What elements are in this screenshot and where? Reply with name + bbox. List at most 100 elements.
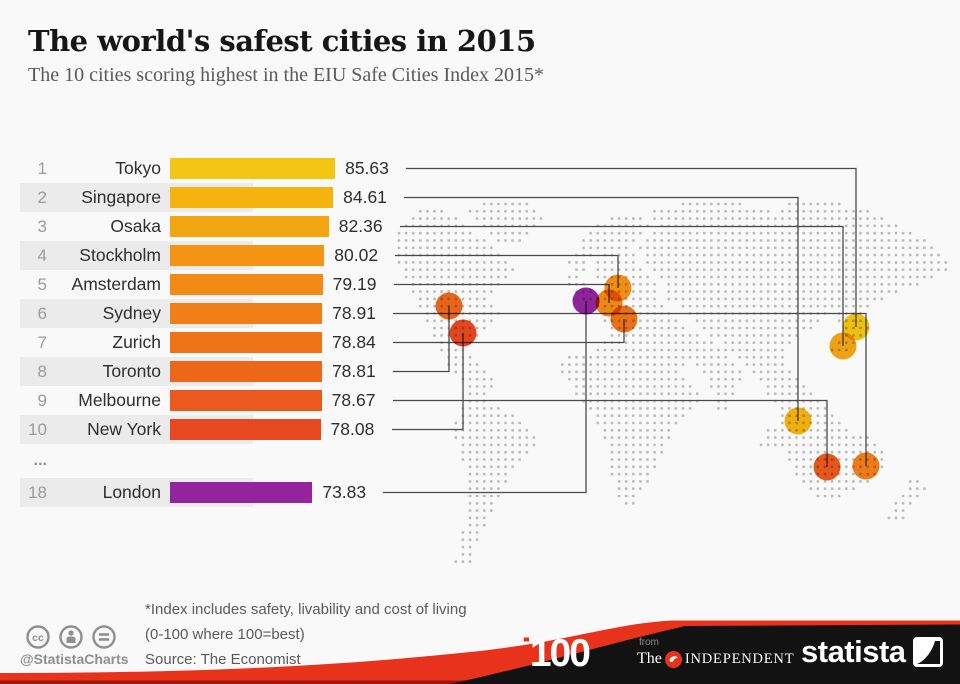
i100-logo-100: 100 xyxy=(529,632,591,675)
map-dot-osaka xyxy=(829,332,857,360)
i100-logo: i100 xyxy=(521,632,591,676)
rank-label: 10 xyxy=(28,420,47,439)
score-value: 79.19 xyxy=(332,274,377,294)
city-label: Toronto xyxy=(102,361,161,381)
score-bar xyxy=(170,390,322,411)
i100-logo-i: i xyxy=(521,632,532,675)
rank-label: 9 xyxy=(37,391,47,410)
statista-wordmark: statista xyxy=(801,634,906,669)
city-label: Sydney xyxy=(102,303,161,323)
score-bar xyxy=(170,158,336,179)
rank-label: 3 xyxy=(37,217,47,236)
city-label: London xyxy=(102,482,161,502)
page-subtitle: The 10 cities scoring highest in the EIU… xyxy=(28,64,545,86)
city-label: Zurich xyxy=(112,332,161,352)
footnote-index: *Index includes safety, livability and c… xyxy=(145,601,467,618)
connector-singapore xyxy=(404,196,799,421)
score-bar xyxy=(170,216,329,237)
rank-label: 4 xyxy=(37,246,47,265)
city-label: Tokyo xyxy=(115,158,161,178)
table-row-zurich: 7 Zurich 78.84 xyxy=(20,328,450,357)
score-value: 80.02 xyxy=(334,245,379,265)
score-value: 78.81 xyxy=(331,361,376,381)
city-label: New York xyxy=(87,419,161,439)
connector-london xyxy=(383,301,587,494)
statista-logo: statista xyxy=(801,634,943,670)
table-row-stockholm: 4 Stockholm 80.02 xyxy=(20,241,450,270)
connector-osaka xyxy=(400,225,844,346)
score-bar xyxy=(170,187,334,208)
table-row-singapore: 2 Singapore 84.61 xyxy=(20,183,450,212)
table-row-london: 18 London 73.83 xyxy=(20,478,450,507)
score-bar xyxy=(170,419,321,440)
table-row-osaka: 3 Osaka 82.36 xyxy=(20,212,450,241)
rank-label: 8 xyxy=(37,362,47,381)
rank-label: 7 xyxy=(37,333,47,352)
map-dot-london xyxy=(572,287,600,315)
rank-label: 1 xyxy=(37,159,47,178)
source-label: Source: The Economist xyxy=(145,651,301,668)
ellipsis-row: ... xyxy=(33,452,47,469)
independent-label: INDEPENDENT xyxy=(684,650,795,667)
statista-mark-icon xyxy=(912,637,943,667)
score-bar xyxy=(170,332,322,353)
independent-logo: from The INDEPENDENT xyxy=(637,637,794,668)
dark-red-strip xyxy=(0,680,470,684)
city-label: Osaka xyxy=(110,216,161,236)
score-value: 84.61 xyxy=(343,187,387,207)
map-dot-singapore xyxy=(784,407,812,435)
table-row-toronto: 8 Toronto 78.81 xyxy=(20,357,450,386)
city-label: Amsterdam xyxy=(71,274,161,294)
black-band xyxy=(450,624,960,684)
score-value: 82.36 xyxy=(338,216,383,236)
score-value: 85.63 xyxy=(345,158,389,178)
score-bar xyxy=(170,303,323,324)
connector-new-york xyxy=(392,333,464,431)
cc-license-badges: cc xyxy=(26,625,116,649)
table-row-sydney: 6 Sydney 78.91 xyxy=(20,299,450,328)
score-value: 78.08 xyxy=(330,419,375,439)
table-row-melbourne: 9 Melbourne 78.67 xyxy=(20,386,450,415)
score-value: 78.67 xyxy=(331,390,376,410)
cc-attribution-icon xyxy=(59,625,83,649)
independent-eagle-icon xyxy=(664,650,682,668)
score-bar xyxy=(170,274,323,295)
score-bar xyxy=(170,361,322,382)
table-row-new-york: 10 New York 78.08 xyxy=(20,415,450,444)
map-dot-sydney xyxy=(852,452,880,480)
footnote-scale: (0-100 where 100=best) xyxy=(145,626,305,643)
connector-sydney xyxy=(393,312,867,466)
page-title: The world's safest cities in 2015 xyxy=(28,24,536,58)
city-label: Stockholm xyxy=(79,245,161,265)
map-dot-zurich xyxy=(610,305,638,333)
score-bar xyxy=(170,482,313,503)
connector-melbourne xyxy=(393,399,828,467)
from-label: from xyxy=(639,637,659,648)
svg-text:cc: cc xyxy=(32,632,44,644)
map-dot-melbourne xyxy=(813,453,841,481)
score-bar xyxy=(170,245,325,266)
table-row-amsterdam: 5 Amsterdam 79.19 xyxy=(20,270,450,299)
map-dot-toronto xyxy=(435,292,463,320)
cc-icon: cc xyxy=(26,625,50,649)
map-dot-tokyo xyxy=(842,313,870,341)
rank-label: 2 xyxy=(37,188,47,207)
rank-label: 18 xyxy=(28,483,47,502)
city-dots xyxy=(435,274,880,481)
city-label: Singapore xyxy=(81,187,161,207)
score-value: 73.83 xyxy=(322,482,367,502)
connector-tokyo xyxy=(406,167,857,327)
the-label: The xyxy=(637,650,662,667)
city-label: Melbourne xyxy=(78,390,161,410)
cc-equal-icon xyxy=(92,625,116,649)
score-value: 78.91 xyxy=(332,303,376,323)
score-value: 78.84 xyxy=(332,332,376,352)
connector-toronto xyxy=(393,306,450,373)
rank-label: 6 xyxy=(37,304,47,323)
rank-label: 5 xyxy=(37,275,47,294)
table-row-tokyo: 1 Tokyo 85.63 xyxy=(20,154,450,183)
